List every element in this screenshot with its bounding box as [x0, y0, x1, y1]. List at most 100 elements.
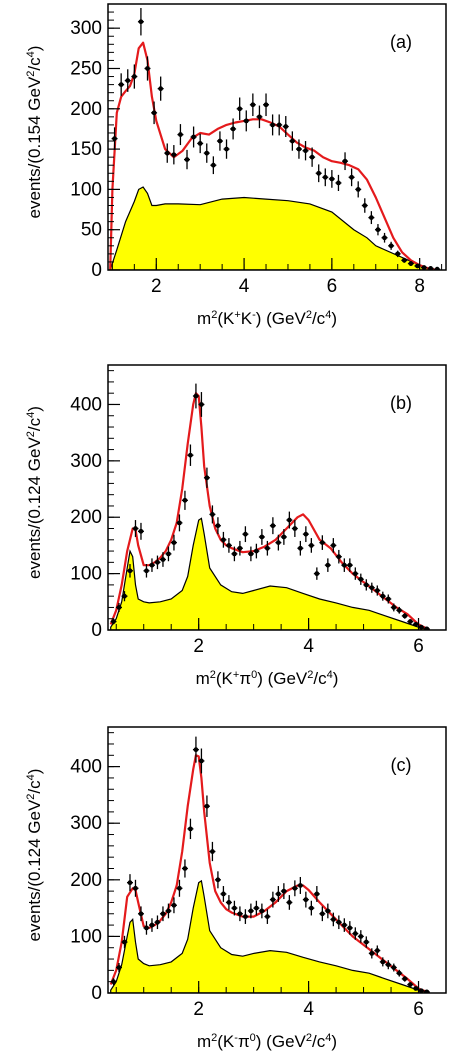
- panel-b-marker: [292, 526, 298, 531]
- panel-c-data-point: [137, 906, 144, 922]
- panel-a-marker: [434, 266, 440, 270]
- panel-b-data-point: [258, 529, 265, 545]
- panel-a-marker: [349, 174, 355, 180]
- panel-a-x-axis-label-end2: /c: [312, 309, 326, 328]
- panel-c-data-point: [253, 900, 260, 916]
- panel-c-marker: [199, 758, 204, 764]
- panel-c-x-axis-label-end: ) (GeV: [256, 1032, 307, 1051]
- panel-c-marker: [363, 939, 369, 945]
- panel-b-x-axis-label-sup3: 0: [251, 669, 257, 681]
- panel-a-data-point: [170, 145, 177, 165]
- panel-c-x-axis-label-base: m: [197, 1032, 211, 1051]
- panel-a-data-point: [295, 139, 302, 159]
- panel-a-marker: [210, 162, 216, 168]
- panel-c-marker: [413, 986, 419, 991]
- panel-a-marker: [257, 114, 262, 120]
- panel-a-marker: [224, 146, 229, 152]
- panel-a-x-tick-label: 2: [151, 276, 162, 297]
- panel-a-data-point: [381, 232, 388, 243]
- panel-b-marker: [204, 475, 210, 481]
- panel-c-data-point: [286, 895, 293, 910]
- panel-c-data-point: [187, 818, 194, 840]
- panel-b-marker: [149, 562, 155, 568]
- panel-a-data-point: [335, 174, 342, 192]
- panel-b-data-point: [368, 582, 375, 593]
- panel-a-data-point: [315, 164, 322, 183]
- panel-a-data-point: [131, 64, 138, 89]
- panel-c-y-tick-label: 100: [70, 926, 102, 947]
- panel-b-y-axis-label: events/(0.124 GeV2/c4): [25, 406, 44, 579]
- panel-c-data-point: [390, 963, 397, 972]
- panel-c-marker: [204, 803, 210, 809]
- panel-a-x-axis-label: m2(K+K-) (GeV2/c4): [197, 309, 337, 328]
- panel-a-x-axis-label-sup1: 2: [211, 309, 217, 321]
- panel-b-data-point: [291, 520, 298, 537]
- panel-a-data-point: [190, 126, 197, 148]
- panel-c-data-point: [231, 900, 238, 916]
- panel-b-data-point: [407, 619, 414, 624]
- panel-a-marker: [401, 257, 407, 263]
- panel-b-marker: [144, 568, 149, 574]
- panel-b-data-point: [209, 505, 216, 524]
- panel-b-marker: [127, 568, 133, 574]
- panel-a-data-point: [223, 139, 230, 159]
- panel-b-data-point: [390, 603, 397, 612]
- panel-a-marker: [171, 152, 177, 158]
- panel-a-marker: [131, 74, 137, 79]
- panel-c-marker: [264, 914, 270, 919]
- panel-b-data-point: [286, 511, 293, 529]
- panel-a-data-point: [328, 170, 335, 188]
- panel-c-marker: [391, 965, 397, 970]
- panel-c-data-point: [291, 880, 298, 897]
- panel-b-marker: [352, 571, 358, 577]
- panel-b-data-point: [330, 538, 337, 553]
- panel-c-marker: [330, 917, 336, 922]
- panel-b-marker: [160, 557, 166, 562]
- panel-b-data-point: [231, 546, 238, 562]
- panel-a-frame: [107, 3, 447, 271]
- panel-c-marker: [336, 919, 342, 925]
- panel-c-data-point: [368, 948, 375, 959]
- panel-c-marker: [374, 948, 380, 953]
- panel-b-marker: [391, 605, 397, 610]
- panel-a-x-tick-label: 6: [327, 276, 338, 297]
- panel-b-data-point: [313, 567, 320, 580]
- panel-a-data-point: [144, 56, 151, 81]
- panel-c-data-point: [363, 936, 370, 948]
- panel-a-marker: [375, 227, 381, 233]
- panel-c-data-point: [198, 748, 205, 774]
- panel-b-marker: [138, 528, 144, 534]
- panel-a-x-axis-label-base: m: [197, 309, 211, 328]
- panel-a-data-point: [236, 97, 243, 121]
- panel-a-data-point: [342, 152, 349, 171]
- panel-a-x-axis-label-sup4: 2: [306, 309, 312, 321]
- panel-c-x-axis-label-sup5: 4: [325, 1032, 331, 1044]
- panel-a-marker: [415, 263, 420, 269]
- panel-b-data-point: [236, 540, 243, 556]
- panel-a-data-point: [434, 266, 441, 270]
- panel-c-data-point: [126, 874, 133, 892]
- panel-c-data-point: [269, 891, 276, 908]
- panel-a-data-point: [203, 143, 210, 163]
- panel-c-data-point: [242, 909, 249, 924]
- panel-a-plot-area: [109, 8, 441, 270]
- panel-b-marker: [221, 537, 226, 543]
- panel-c-marker: [232, 905, 237, 911]
- panel-a-data-point: [157, 76, 164, 101]
- panel-b-data-point: [280, 529, 287, 545]
- panel-a-y-tick-label: 50: [81, 220, 102, 241]
- panel-a-marker: [138, 19, 144, 25]
- panel-b-data-point: [247, 546, 254, 562]
- panel-a-y-axis-label-close: ): [25, 46, 44, 52]
- panel-c-data-point: [225, 895, 232, 910]
- panel-a-data-point: [111, 127, 118, 150]
- panel-c-marker: [347, 925, 353, 931]
- panel-a-data-point: [407, 261, 414, 266]
- panel-a-marker: [243, 118, 249, 124]
- panel-b-marker: [347, 562, 353, 568]
- panel-b-y-tick-label: 300: [70, 451, 102, 472]
- panel-b-marker: [264, 545, 270, 551]
- panel-b-x-axis-label-sup1: 2: [210, 669, 216, 681]
